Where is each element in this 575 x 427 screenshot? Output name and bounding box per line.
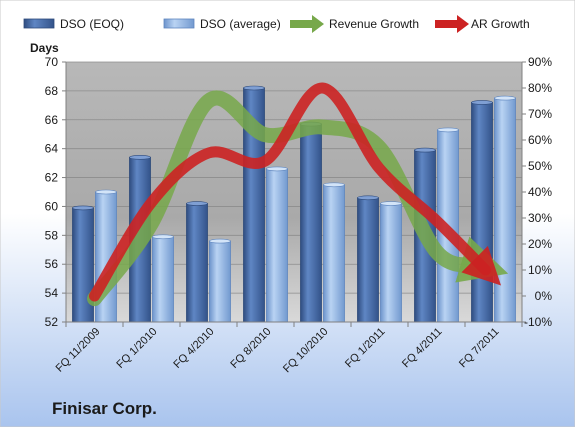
bar-dso-average-cap: [323, 182, 345, 188]
bar-dso-average: [380, 203, 402, 323]
legend-arrow-icon: [435, 15, 469, 33]
bar-dso-eoq-cap: [471, 100, 493, 105]
legend-arrow-icon: [290, 15, 324, 33]
y-left-axis-label: Days: [30, 41, 59, 55]
legend-label: Revenue Growth: [329, 17, 419, 31]
y-right-tick-label: 0%: [535, 289, 553, 303]
bar-dso-eoq-cap: [243, 85, 265, 91]
y-right-tick-label: 40%: [528, 185, 552, 199]
legend-swatch: [163, 18, 195, 29]
y-left-tick-label: 56: [45, 257, 59, 271]
bar-dso-eoq-cap: [357, 195, 379, 201]
y-left-tick-label: 64: [45, 142, 59, 156]
legend-label: DSO (average): [200, 17, 281, 31]
y-left-tick-label: 52: [45, 315, 59, 329]
y-left-tick-label: 62: [45, 171, 59, 185]
bars: [72, 85, 516, 323]
legend-swatch: [23, 18, 55, 29]
ar-growth-arrow: [89, 82, 502, 302]
legend-label: DSO (EOQ): [60, 17, 124, 31]
y-right-tick-label: 20%: [528, 237, 552, 251]
bar-dso-average-cap: [380, 201, 402, 206]
bar-dso-average: [266, 168, 288, 323]
y-right-tick-label: 30%: [528, 211, 552, 225]
bar-dso-eoq: [300, 123, 322, 323]
y-left-tick-label: 70: [45, 55, 59, 69]
bar-dso-average-cap: [437, 127, 459, 133]
y-left-tick-label: 68: [45, 84, 59, 98]
bar-dso-average: [209, 240, 231, 323]
bar-dso-eoq: [72, 207, 94, 323]
y-right-tick-label: 10%: [528, 263, 552, 277]
bar-dso-average: [494, 97, 516, 323]
y-right-tick-label: 90%: [528, 55, 552, 69]
legend-label: AR Growth: [471, 17, 530, 31]
bar-dso-average-cap: [95, 189, 117, 195]
bar-dso-eoq-cap: [72, 205, 94, 211]
bar-dso-eoq-cap: [186, 201, 208, 206]
y-left-tick-label: 60: [45, 199, 59, 213]
y-right-tick-label: 50%: [528, 159, 552, 173]
bar-dso-eoq-cap: [129, 155, 151, 160]
y-left-tick-label: 66: [45, 113, 59, 127]
bar-dso-average: [152, 236, 174, 323]
bar-dso-average-cap: [209, 238, 231, 244]
y-right-tick-label: 60%: [528, 133, 552, 147]
y-left-tick-label: 58: [45, 228, 59, 242]
bar-dso-eoq: [186, 203, 208, 323]
y-right-tick-label: 70%: [528, 107, 552, 121]
y-left-tick-label: 54: [45, 286, 59, 300]
bar-dso-average-cap: [494, 95, 516, 101]
growth-arrows: [87, 82, 509, 307]
bar-dso-eoq-cap: [414, 147, 436, 153]
y-right-tick-label: 80%: [528, 81, 552, 95]
bar-dso-average-cap: [266, 166, 288, 172]
bar-dso-eoq: [357, 197, 379, 323]
y-right-tick-label: -10%: [524, 315, 552, 329]
bar-dso-average-cap: [152, 234, 174, 240]
company-name: Finisar Corp.: [52, 399, 157, 418]
legend: DSO (EOQ) DSO (average) Revenue Growth AR G…: [23, 15, 530, 33]
bar-dso-eoq: [471, 102, 493, 323]
bar-dso-average: [323, 184, 345, 323]
